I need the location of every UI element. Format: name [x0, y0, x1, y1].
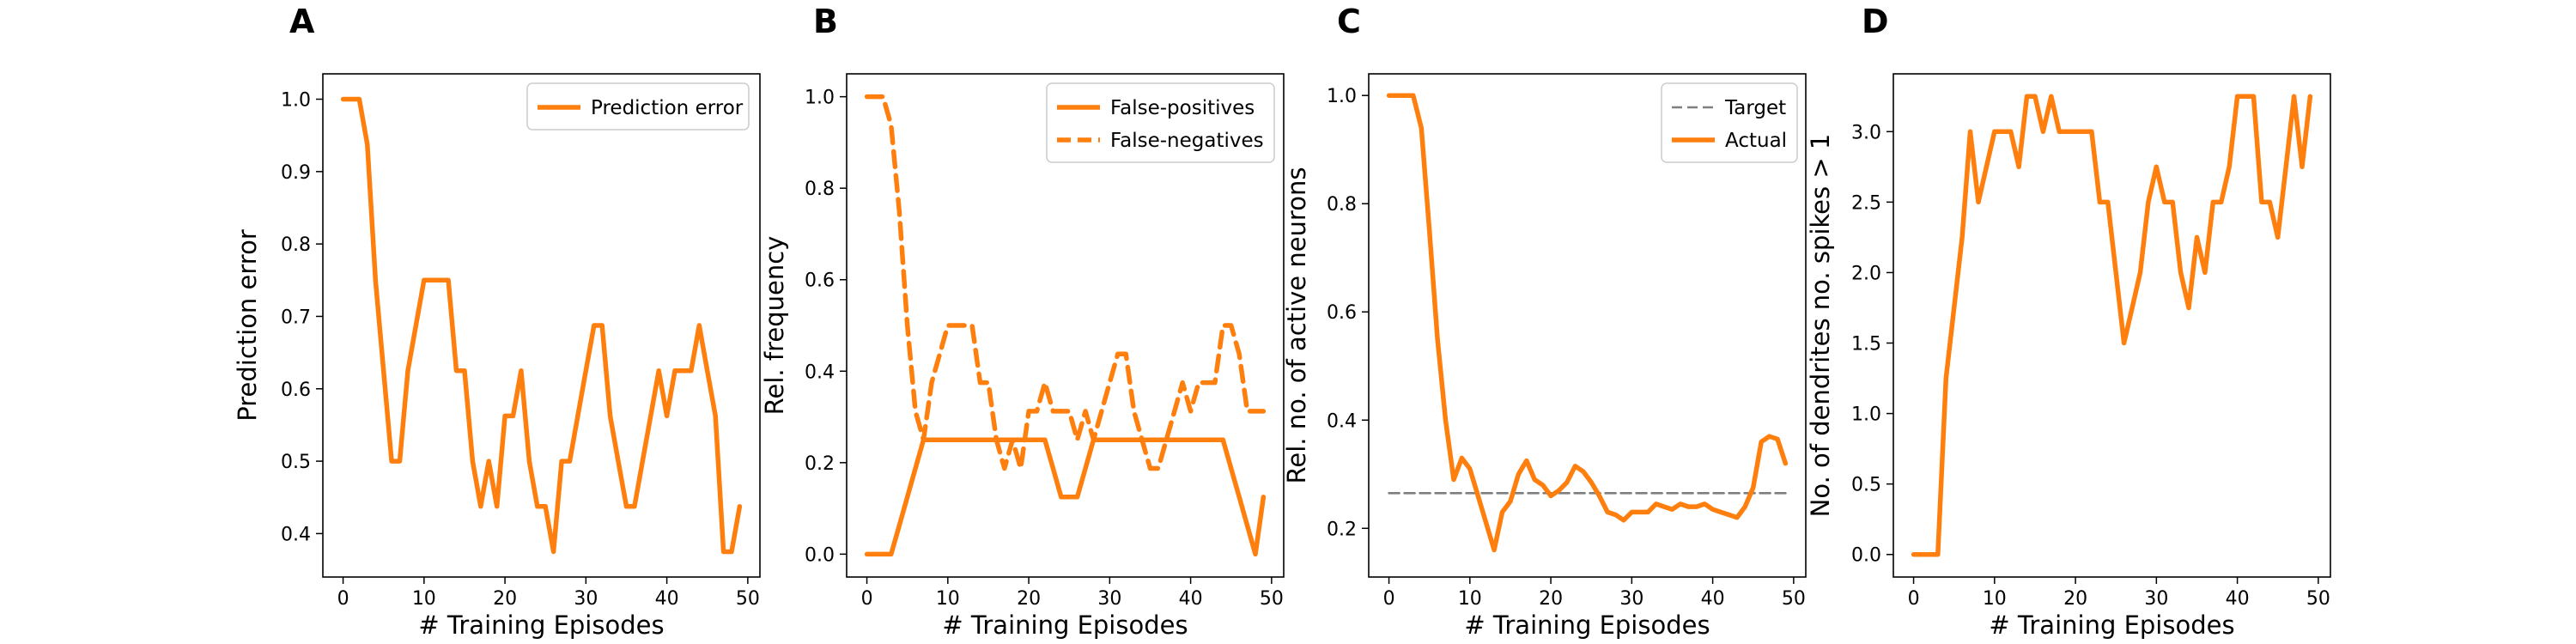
y-tick-label: 3.0 [1851, 122, 1881, 143]
series-actual [1386, 93, 1789, 553]
axes-frame [322, 73, 761, 578]
x-tick-label: 20 [1017, 588, 1041, 610]
y-tick-label: 2.0 [1851, 263, 1881, 284]
x-axis-label: # Training Episodes [942, 611, 1188, 640]
panel-b: B 0 10 20 30 40 50 0.0 0.2 0.4 0.6 0.8 1.0 # Training… [760, 3, 1285, 640]
series-false-positives [864, 437, 1267, 557]
x-tick-label: 0 [1383, 588, 1395, 610]
y-tick-label: 1.5 [1851, 334, 1881, 355]
legend-entry: Prediction error [591, 97, 744, 119]
x-tick-label: 10 [1458, 588, 1482, 610]
y-tick-label: 0.6 [281, 380, 311, 401]
x-tick-label: 0 [1908, 588, 1920, 610]
legend-box [1046, 82, 1275, 163]
x-tick-label: 0 [861, 588, 873, 610]
x-tick-label: 20 [493, 588, 517, 610]
series-line [1386, 93, 1789, 553]
x-tick-label: 30 [1619, 588, 1643, 610]
y-tick-label: 1.0 [805, 88, 835, 109]
panel-c: C 0 10 20 30 40 50 0.2 0.4 0.6 0.8 1.0 # Training Ep… [1282, 3, 1807, 640]
series-prediction-error [340, 96, 743, 555]
x-axis-label: # Training Episodes [1989, 611, 2234, 640]
y-tick-label: 0.6 [805, 270, 835, 292]
x-tick-label: 10 [1983, 588, 2007, 610]
x-tick-label: 50 [1782, 588, 1806, 610]
x-tick-label: 40 [655, 588, 679, 610]
y-tick-label: 0.8 [281, 234, 311, 256]
y-tick-label: 2.5 [1851, 192, 1881, 214]
legend-entry: False-negatives [1110, 130, 1264, 152]
x-tick-label: 10 [936, 588, 960, 610]
legend-entry: Actual [1725, 130, 1787, 152]
legend: Target Actual [1661, 82, 1798, 163]
y-axis-label: No. of dendrites no. spikes > 1 [1806, 134, 1835, 518]
series-line [1911, 94, 2313, 557]
legend: Prediction error [526, 82, 750, 131]
panel-letter: B [813, 3, 838, 40]
y-tick-label: 0.5 [281, 452, 311, 473]
legend: False-positives False-negatives [1046, 82, 1275, 163]
y-tick-label: 0.4 [1327, 410, 1357, 432]
y-tick-label: 0.2 [805, 453, 835, 475]
y-tick-label: 0.9 [281, 162, 311, 184]
x-tick-label: 10 [412, 588, 436, 610]
x-tick-label: 30 [2144, 588, 2168, 610]
panel-letter: C [1337, 3, 1361, 40]
y-tick-label: 1.0 [1327, 86, 1357, 107]
panel-a: A 0 10 20 30 40 50 0.4 0.5 0.6 0.7 0.8 0.9 1.0 # Train… [233, 3, 761, 640]
y-tick-label: 0.5 [1851, 475, 1881, 496]
y-axis-label: Rel. frequency [760, 236, 789, 416]
x-axis-label: # Training Episodes [1464, 611, 1710, 640]
legend-box [1661, 82, 1798, 163]
series-line [864, 94, 1267, 471]
series-line [864, 437, 1267, 557]
x-tick-label: 50 [2306, 588, 2330, 610]
axes-frame [1893, 73, 2331, 578]
y-tick-label: 1.0 [1851, 404, 1881, 426]
legend-box [526, 82, 750, 131]
y-tick-label: 0.0 [1851, 545, 1881, 567]
y-tick-label: 0.4 [805, 361, 835, 383]
panel-d: D 0 10 20 30 40 50 0.0 0.5 1.0 1.5 2.0 2.5 3.0 # Train… [1806, 3, 2331, 640]
y-tick-label: 0.4 [281, 524, 311, 545]
x-tick-label: 40 [1179, 588, 1203, 610]
series-false-negatives [864, 94, 1267, 471]
y-tick-label: 0.6 [1327, 302, 1357, 324]
x-tick-label: 40 [2226, 588, 2250, 610]
y-tick-label: 0.8 [805, 179, 835, 200]
y-tick-label: 0.0 [805, 544, 835, 566]
legend-entry: False-positives [1110, 97, 1255, 119]
x-tick-label: 30 [1097, 588, 1121, 610]
x-axis-label: # Training Episodes [418, 611, 664, 640]
axes-frame [846, 73, 1285, 578]
panel-letter: A [289, 3, 315, 40]
y-tick-label: 0.7 [281, 307, 311, 328]
x-tick-label: 20 [2063, 588, 2087, 610]
y-tick-label: 1.0 [281, 90, 311, 112]
axes-frame [1368, 73, 1807, 578]
y-axis-label: Prediction error [233, 229, 262, 422]
x-tick-label: 30 [574, 588, 598, 610]
x-tick-label: 20 [1539, 588, 1563, 610]
x-tick-label: 0 [337, 588, 349, 610]
y-axis-label: Rel. no. of active neurons [1282, 167, 1311, 484]
x-tick-label: 50 [736, 588, 760, 610]
y-tick-label: 0.2 [1327, 519, 1357, 540]
y-tick-label: 0.8 [1327, 194, 1357, 216]
x-tick-label: 40 [1701, 588, 1725, 610]
legend-entry: Target [1724, 97, 1786, 119]
panel-letter: D [1862, 3, 1889, 40]
x-tick-label: 50 [1260, 588, 1284, 610]
series-line [340, 96, 743, 555]
series-line [1911, 94, 2313, 557]
